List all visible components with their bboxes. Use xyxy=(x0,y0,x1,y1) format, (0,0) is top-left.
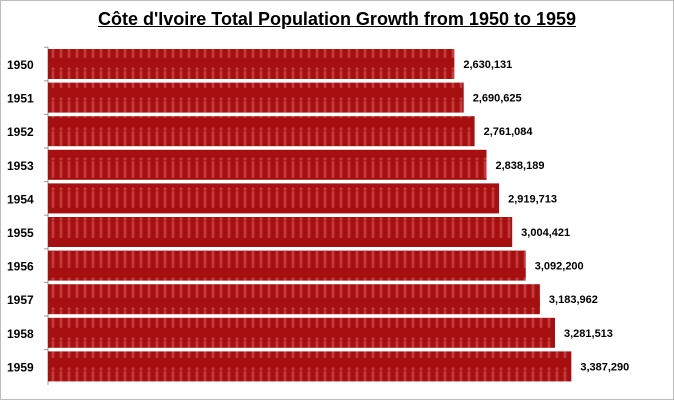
bar-1951 xyxy=(48,82,464,113)
data-label: 3,092,200 xyxy=(535,261,584,273)
data-label: 3,387,290 xyxy=(580,361,629,373)
data-label: 2,919,713 xyxy=(508,193,557,205)
bar-1959 xyxy=(48,351,572,382)
data-label: 2,690,625 xyxy=(473,93,522,105)
data-label: 2,838,189 xyxy=(496,160,545,172)
bar-1957 xyxy=(48,284,540,315)
data-label: 3,004,421 xyxy=(521,227,570,239)
category-label: 1956 xyxy=(7,260,34,274)
category-label: 1957 xyxy=(7,293,34,307)
bar-1950 xyxy=(48,49,455,79)
bar-1955 xyxy=(48,217,513,247)
data-label: 2,630,131 xyxy=(463,59,512,71)
data-label: 3,281,513 xyxy=(564,328,613,340)
category-label: 1951 xyxy=(7,92,34,106)
bar-1958 xyxy=(48,317,555,348)
category-label: 1953 xyxy=(7,159,34,173)
chart-title: Côte d'Ivoire Total Population Growth fr… xyxy=(97,9,577,29)
category-label: 1950 xyxy=(7,58,34,72)
category-label: 1954 xyxy=(7,192,34,206)
bar-1956 xyxy=(48,250,526,281)
bar-1952 xyxy=(48,116,475,147)
category-label: 1958 xyxy=(7,327,34,341)
category-label: 1952 xyxy=(7,125,34,139)
category-label: 1959 xyxy=(7,360,34,374)
data-label: 2,761,084 xyxy=(484,126,534,138)
bar-1954 xyxy=(48,183,500,214)
data-label: 3,183,962 xyxy=(549,294,598,306)
category-label: 1955 xyxy=(7,226,34,240)
bar-1953 xyxy=(48,149,487,180)
